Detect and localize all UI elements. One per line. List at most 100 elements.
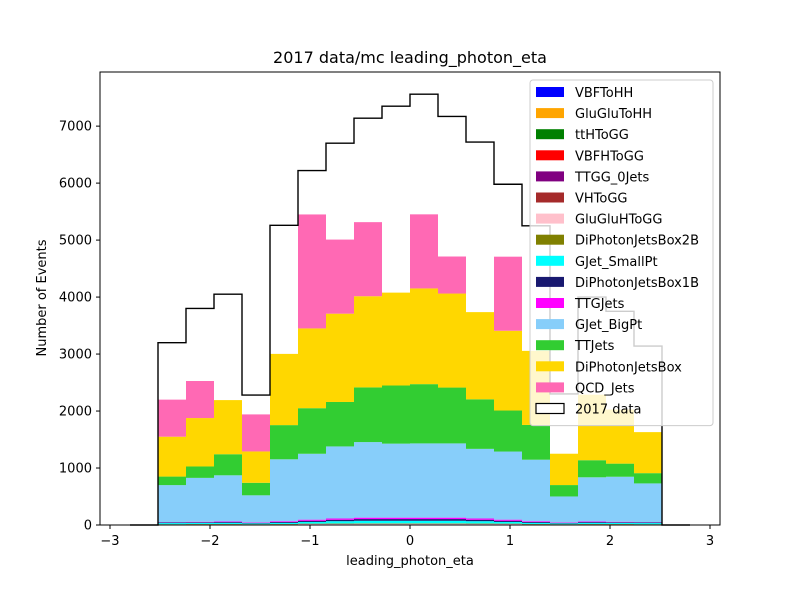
bar-diphotonjetsbox1b-7 bbox=[326, 519, 354, 522]
legend-swatch-vbfhtogg bbox=[536, 150, 564, 161]
legend-label-tthtogg: ttHToGG bbox=[575, 128, 629, 143]
bar-ttgjets-5 bbox=[270, 521, 298, 523]
legend-swatch-gjet-smallpt bbox=[536, 255, 564, 266]
y-tick-label: 7000 bbox=[59, 120, 92, 135]
y-tick-label: 4000 bbox=[59, 291, 92, 306]
bar-gjet-bigpt-2 bbox=[186, 477, 214, 522]
bar-gjet-bigpt-14 bbox=[522, 459, 550, 522]
bar-gjet-bigpt-13 bbox=[494, 451, 522, 520]
bar-ttjets-12 bbox=[466, 399, 494, 449]
y-tick-label: 6000 bbox=[59, 177, 92, 192]
bar-glugluhtogg-10 bbox=[410, 523, 438, 525]
legend-label-diphotonjetsbox2b: DiPhotonJetsBox2B bbox=[575, 234, 699, 249]
bar-qcd-jets-2 bbox=[186, 381, 214, 419]
bar-diphotonjetsbox1b-5 bbox=[270, 522, 298, 523]
bar-ttgjets-10 bbox=[410, 517, 438, 520]
bar-gjet-bigpt-12 bbox=[466, 448, 494, 519]
bar-diphotonjetsbox-8 bbox=[354, 296, 382, 388]
bar-diphotonjetsbox1b-14 bbox=[522, 522, 550, 523]
bar-gjet-smallpt-5 bbox=[270, 522, 298, 525]
bar-ttgjets-8 bbox=[354, 517, 382, 520]
x-tick-label: 0 bbox=[406, 534, 414, 549]
bar-ttjets-16 bbox=[578, 460, 606, 478]
bar-ttgjets-6 bbox=[298, 519, 326, 521]
bar-ttjets-8 bbox=[354, 387, 382, 443]
bar-diphotonjetsbox-1 bbox=[158, 436, 186, 477]
bar-gjet-bigpt-4 bbox=[242, 495, 270, 523]
bar-gjet-smallpt-4 bbox=[242, 523, 270, 525]
bar-ttgjets-11 bbox=[438, 517, 466, 520]
legend-swatch-diphotonjetsbox bbox=[536, 361, 564, 372]
legend-swatch-vbftohh bbox=[536, 87, 564, 97]
y-axis-ticks: 0 1000 2000 3000 4000 5000 6000 7000 bbox=[59, 120, 100, 534]
bar-diphotonjetsbox-13 bbox=[494, 330, 522, 411]
bar-glugluhtogg-8 bbox=[354, 523, 382, 525]
y-tick-label: 1000 bbox=[59, 462, 92, 477]
bar-diphotonjetsbox1b-16 bbox=[578, 522, 606, 523]
x-tick-label: −1 bbox=[300, 534, 319, 549]
bar-gjet-smallpt-17 bbox=[606, 522, 634, 525]
bar-gjet-smallpt-8 bbox=[354, 520, 382, 524]
legend-swatch-tthtogg bbox=[536, 129, 564, 140]
legend-swatch-ttgg-0jets bbox=[536, 171, 564, 182]
legend-swatch-diphotonjetsbox1b bbox=[536, 276, 564, 287]
bar-qcd-jets-6 bbox=[298, 214, 326, 329]
bar-ttjets-15 bbox=[550, 485, 578, 497]
bar-qcd-jets-13 bbox=[494, 256, 522, 331]
x-tick-label: 3 bbox=[706, 534, 714, 549]
bar-gjet-smallpt-10 bbox=[410, 520, 438, 524]
bar-ttjets-10 bbox=[410, 384, 438, 444]
bar-glugluhtogg-11 bbox=[438, 523, 466, 525]
legend-label-ttgjets: TTGJets bbox=[574, 297, 625, 312]
bar-diphotonjetsbox-4 bbox=[242, 451, 270, 483]
bar-gjet-smallpt-12 bbox=[466, 521, 494, 524]
x-tick-label: −3 bbox=[100, 534, 119, 549]
bar-gjet-bigpt-17 bbox=[606, 476, 634, 522]
bar-gjet-smallpt-18 bbox=[634, 523, 662, 525]
legend-swatch-gluglutohh bbox=[536, 108, 564, 119]
bar-diphotonjetsbox-18 bbox=[634, 432, 662, 474]
stacked-bars bbox=[158, 214, 662, 525]
bar-gjet-smallpt-1 bbox=[158, 523, 186, 525]
legend-swatch-diphotonjetsbox2b bbox=[536, 234, 564, 245]
legend-label-vbftohh: VBFToHH bbox=[575, 86, 633, 101]
x-axis-label: leading_photon_eta bbox=[346, 554, 474, 569]
bar-gjet-bigpt-10 bbox=[410, 443, 438, 518]
bar-ttjets-11 bbox=[438, 387, 466, 444]
legend-swatch-gjet-bigpt bbox=[536, 319, 564, 330]
bar-gjet-smallpt-7 bbox=[326, 521, 354, 524]
bar-ttgjets-12 bbox=[466, 518, 494, 520]
bar-glugluhtogg-7 bbox=[326, 523, 354, 525]
bar-diphotonjetsbox1b-8 bbox=[354, 519, 382, 521]
bar-qcd-jets-1 bbox=[158, 399, 186, 437]
legend: VBFToHH GluGluToHH ttHToGG VBFHToGG TTGG_0Je… bbox=[529, 79, 714, 427]
legend-swatch-2017-data bbox=[535, 402, 565, 415]
y-tick-label: 0 bbox=[84, 519, 92, 534]
x-axis-ticks: −3 −2 −1 0 1 2 3 bbox=[100, 525, 714, 549]
bar-diphotonjetsbox-2 bbox=[186, 418, 214, 467]
bar-diphotonjetsbox-11 bbox=[438, 293, 466, 388]
bar-gjet-smallpt-15 bbox=[550, 523, 578, 525]
bar-ttjets-9 bbox=[382, 385, 410, 444]
legend-label-gluglutohh: GluGluToHH bbox=[575, 107, 652, 122]
bar-diphotonjetsbox1b-1 bbox=[158, 522, 186, 524]
legend-label-qcd-jets: QCD_Jets bbox=[575, 381, 635, 396]
bar-diphotonjetsbox-6 bbox=[298, 328, 326, 409]
x-tick-label: −2 bbox=[200, 534, 219, 549]
bar-diphotonjetsbox1b-11 bbox=[438, 519, 466, 521]
bar-ttjets-13 bbox=[494, 410, 522, 452]
bar-gjet-bigpt-11 bbox=[438, 443, 466, 518]
bar-gjet-smallpt-3 bbox=[214, 522, 242, 525]
x-tick-label: 2 bbox=[606, 534, 614, 549]
y-tick-label: 2000 bbox=[59, 405, 92, 420]
bar-diphotonjetsbox-10 bbox=[410, 288, 438, 385]
y-axis-label: Number of Events bbox=[35, 239, 50, 356]
bar-qcd-jets-10 bbox=[410, 214, 438, 289]
y-tick-label: 5000 bbox=[59, 234, 92, 249]
bar-qcd-jets-7 bbox=[326, 239, 354, 314]
bar-diphotonjetsbox1b-13 bbox=[494, 520, 522, 522]
bar-gjet-bigpt-6 bbox=[298, 453, 326, 520]
bar-ttjets-6 bbox=[298, 408, 326, 454]
bar-gjet-smallpt-14 bbox=[522, 522, 550, 525]
bar-glugluhtogg-9 bbox=[382, 523, 410, 525]
